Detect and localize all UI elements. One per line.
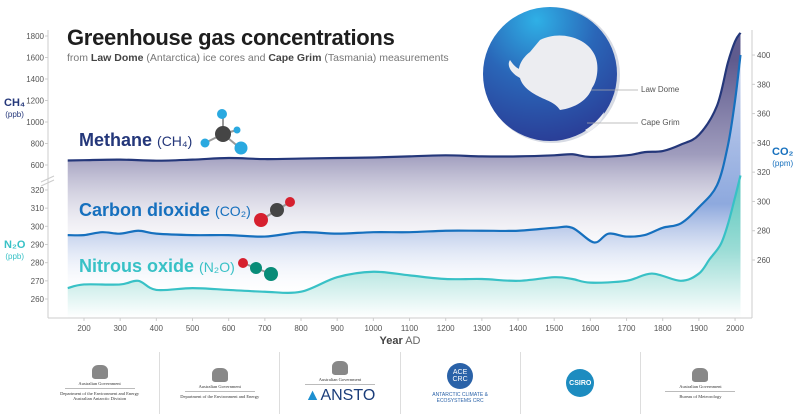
n2o-tick-label: 260: [31, 295, 45, 304]
n2o-tick-label: 270: [31, 277, 45, 286]
x-tick-label: 1400: [509, 324, 527, 333]
co2-tick-label: 300: [757, 197, 771, 206]
co2-line: [67, 54, 742, 244]
coat-of-arms-icon: [331, 361, 348, 375]
subtitle: from Law Dome (Antarctica) ice cores and…: [67, 52, 449, 64]
cape-grim-label: Cape Grim: [641, 118, 680, 127]
co2-label: Carbon dioxide (CO₂): [79, 200, 251, 220]
x-tick-label: 1300: [473, 324, 491, 333]
n2o-axis-unit: N₂O (ppb): [4, 239, 26, 262]
logo-dept-environment: Australian Government Department of the E…: [159, 352, 279, 414]
ch4-tick-label: 1800: [26, 32, 44, 41]
x-tick-label: 900: [331, 324, 345, 333]
methane-line: [67, 32, 742, 162]
x-tick-label: 1100: [401, 324, 419, 333]
x-tick-label: 200: [77, 324, 91, 333]
x-tick-label: 2000: [726, 324, 744, 333]
x-tick-label: 1800: [654, 324, 672, 333]
axis-break: [40, 175, 55, 187]
co2-tick-label: 400: [757, 51, 771, 60]
ch4-tick-label: 1400: [26, 75, 44, 84]
law-dome-label: Law Dome: [641, 85, 680, 94]
ch4-tick-label: 1200: [26, 97, 44, 106]
x-tick-label: 1900: [690, 324, 708, 333]
ch4-tick-label: 1000: [26, 118, 44, 127]
co2-tick-label: 380: [757, 80, 771, 89]
n2o-area: [67, 175, 741, 318]
coat-of-arms-icon: [211, 367, 228, 382]
co2-axis-unit: CO₂ (ppm): [772, 146, 794, 169]
n2o-tick-label: 280: [31, 259, 45, 268]
n2o-line: [67, 175, 742, 294]
logo-dept-environment-aad: Australian Government Department of the E…: [40, 352, 159, 414]
n2o-label: Nitrous oxide (N₂O): [79, 256, 235, 276]
x-axis-label: Year AD: [379, 335, 421, 347]
x-tick-label: 600: [222, 324, 236, 333]
n2o-molecule-icon: [238, 258, 278, 281]
x-tick-label: 1200: [437, 324, 455, 333]
co2-molecule-icon: [254, 197, 295, 227]
x-tick-label: 700: [258, 324, 272, 333]
n2o-tick-label: 290: [31, 240, 45, 249]
co2-tick-label: 280: [757, 227, 771, 236]
co2-area: [67, 55, 741, 318]
methane-label: Methane (CH₄): [79, 130, 193, 150]
ch4-tick-label: 800: [31, 140, 45, 149]
x-tick-label: 1000: [364, 324, 382, 333]
n2o-tick-label: 310: [31, 204, 45, 213]
x-tick-label: 1500: [545, 324, 563, 333]
ch4-tick-label: 600: [31, 161, 45, 170]
logo-bom: Australian Government Bureau of Meteorolo…: [639, 352, 760, 414]
x-tick-label: 800: [294, 324, 308, 333]
co2-tick-label: 360: [757, 110, 771, 119]
page-title: Greenhouse gas concentrations: [67, 25, 395, 50]
globe-icon: [483, 7, 638, 143]
logo-ace-crc: ACE CRC ANTARCTIC CLIMATE & ECOSYSTEMS CR…: [399, 352, 520, 414]
logo-csiro: CSIRO: [519, 352, 640, 414]
ch4-tick-label: 1600: [26, 54, 44, 63]
x-tick-label: 1600: [581, 324, 599, 333]
n2o-tick-label: 320: [31, 186, 45, 195]
n2o-tick-label: 300: [31, 222, 45, 231]
methane-molecule-icon: [200, 109, 248, 155]
co2-tick-label: 340: [757, 139, 771, 148]
x-tick-label: 1700: [618, 324, 636, 333]
logo-ansto: Australian Government ▲ANSTO: [279, 352, 399, 414]
x-tick-label: 500: [186, 324, 200, 333]
x-tick-label: 300: [113, 324, 127, 333]
x-tick-label: 400: [150, 324, 164, 333]
co2-tick-label: 320: [757, 168, 771, 177]
ch4-axis-unit: CH₄ (ppb): [4, 97, 26, 120]
partner-logos: Australian Government Department of the E…: [40, 352, 760, 414]
co2-tick-label: 260: [757, 256, 771, 265]
coat-of-arms-icon: [692, 367, 709, 382]
coat-of-arms-icon: [91, 365, 108, 379]
